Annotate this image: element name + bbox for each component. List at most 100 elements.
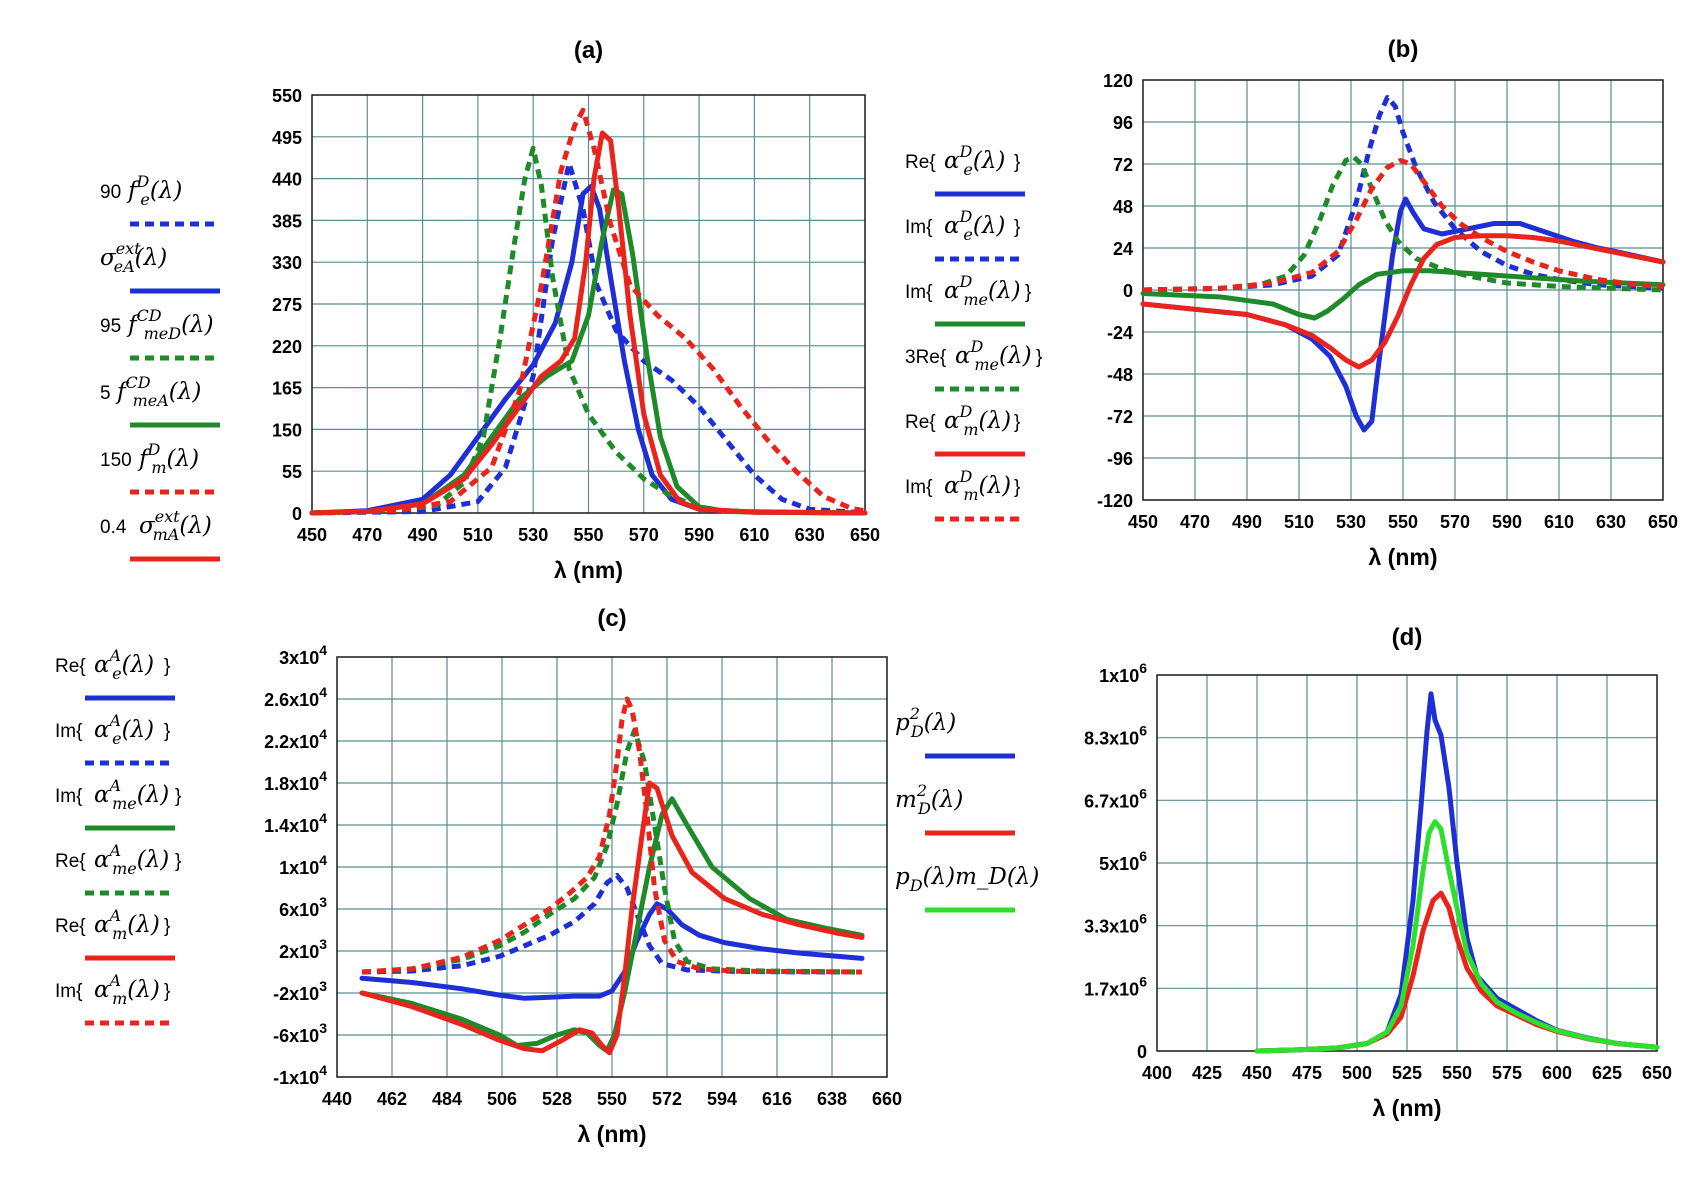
legend-entry: Im{αD me(λ)}: [905, 272, 1031, 327]
y-tick-label: -120: [1097, 491, 1133, 511]
y-tick-label: -48: [1107, 365, 1133, 385]
series-line: [1140, 233, 1666, 370]
legend-entry: Im{ αD e(λ)}: [905, 207, 1025, 262]
legend-suffix: }: [1014, 217, 1020, 238]
legend-prefix: Im{: [55, 721, 83, 742]
x-tick-label: 575: [1492, 1063, 1522, 1083]
x-tick-label: 484: [432, 1089, 462, 1109]
legend-prefix: Re{: [905, 152, 936, 173]
y-tick-label: 165: [272, 379, 302, 399]
legend-label: αD m(λ): [944, 402, 1011, 439]
x-tick-label: 570: [629, 525, 659, 545]
x-tick-label: 500: [1342, 1063, 1372, 1083]
y-tick-label: 6.7x106: [1084, 785, 1147, 811]
series-line: [311, 107, 866, 516]
x-tick-label: 470: [352, 525, 382, 545]
legend-entry: Im{αA m(λ)}: [55, 971, 175, 1026]
plot-frame: [311, 94, 866, 514]
legend-prefix: 150: [100, 450, 132, 471]
y-tick-label: 8.3x106: [1084, 723, 1147, 749]
legend-prefix: 0.4: [100, 517, 127, 538]
legend-label: m2 D(λ): [895, 781, 963, 818]
legend: p2 D(λ) m2 D(λ) pD(λ)m_D(λ): [895, 704, 1039, 913]
chart-title: (b): [1388, 36, 1419, 63]
legend-entry: Re{αD e(λ)}: [905, 142, 1025, 197]
y-tick-label: -1x104: [273, 1062, 327, 1088]
y-tick-label: 120: [1103, 71, 1133, 91]
x-axis-label: λ (nm): [1369, 544, 1438, 570]
x-tick-label: 470: [1180, 512, 1210, 532]
legend-entry: pD(λ)m_D(λ): [895, 864, 1039, 913]
x-axis-label: λ (nm): [578, 1121, 647, 1147]
legend-prefix: 95: [100, 316, 121, 337]
x-tick-label: 506: [487, 1089, 517, 1109]
y-tick-label: 495: [272, 128, 302, 148]
legend-label: αA me(λ): [94, 841, 169, 878]
series-line: [359, 780, 865, 1056]
series-line: [361, 728, 863, 975]
legend-entry: Re{ αA e(λ)}: [55, 646, 175, 701]
legend-entry: Im{αA me(λ)}: [55, 776, 181, 831]
legend-entry: 90 fD e(λ): [100, 172, 220, 227]
chart-b: (b) 450 470 490 510 530 550 570 590 610 630 650 -120…: [905, 36, 1678, 570]
legend-entry: 150 fD m(λ): [100, 440, 220, 495]
plot-frame: [336, 656, 888, 1078]
legend-prefix: Im{: [905, 217, 933, 238]
y-tick-label: 220: [272, 337, 302, 357]
x-tick-label: 425: [1192, 1063, 1222, 1083]
y-tick-label: 24: [1113, 239, 1133, 259]
y-tick-label: 6x103: [279, 894, 327, 920]
x-tick-label: 490: [1232, 512, 1262, 532]
legend-prefix: Re{: [905, 412, 936, 433]
legend-label: αA m(λ): [94, 906, 160, 943]
x-tick-label: 638: [817, 1089, 847, 1109]
x-tick-label: 530: [518, 525, 548, 545]
y-tick-label: -24: [1107, 323, 1133, 343]
x-tick-label: 450: [1128, 512, 1158, 532]
y-tick-label: 1x106: [1099, 660, 1147, 686]
series-line: [1142, 158, 1664, 293]
legend: 90 fD e(λ) σext eA(λ) 95 fCD meD(λ) 5 fCD meA(λ) 15…: [100, 172, 220, 562]
y-tick-label: 2x103: [279, 936, 327, 962]
x-tick-label: 660: [872, 1089, 902, 1109]
legend-prefix: Im{: [55, 786, 83, 807]
y-tick-label: -2x103: [273, 978, 327, 1004]
x-tick-label: 610: [739, 525, 769, 545]
legend-label: fD e(λ): [126, 172, 182, 209]
legend-prefix: Re{: [55, 656, 86, 677]
legend-label: pD(λ)m_D(λ): [895, 864, 1039, 895]
y-tick-label: 1.4x104: [264, 810, 327, 836]
x-tick-label: 590: [684, 525, 714, 545]
series-line: [311, 145, 866, 516]
legend-suffix: }: [164, 981, 170, 1002]
legend-prefix: Re{: [55, 851, 86, 872]
x-tick-label: 550: [573, 525, 603, 545]
series-group: [1254, 691, 1660, 1054]
y-tick-label: -72: [1107, 407, 1133, 427]
legend-suffix: }: [164, 656, 170, 677]
legend-label: αA e(λ): [94, 646, 154, 683]
legend-entry: 3Re{αD me(λ)}: [905, 337, 1042, 392]
y-tick-label: 150: [272, 420, 302, 440]
x-axis-label: λ (nm): [1373, 1095, 1442, 1121]
legend-label: αD e(λ): [944, 207, 1005, 244]
y-tick-label: 48: [1113, 197, 1133, 217]
y-tick-label: 1.7x106: [1084, 973, 1147, 999]
x-tick-label: 590: [1492, 512, 1522, 532]
y-tick-label: 1.8x104: [264, 768, 327, 794]
y-tick-label: 0: [1137, 1042, 1147, 1062]
chart-title: (c): [597, 605, 626, 632]
x-tick-label: 510: [1284, 512, 1314, 532]
y-tick-label: -6x103: [273, 1020, 327, 1046]
series-line: [1140, 268, 1666, 321]
y-tick-label: 385: [272, 211, 302, 231]
series-line: [361, 696, 863, 975]
series-line: [311, 160, 866, 516]
x-tick-label: 490: [408, 525, 438, 545]
x-axis-label: λ (nm): [554, 557, 623, 583]
series-group: [359, 696, 865, 1056]
legend-prefix: Im{: [905, 477, 933, 498]
legend-label: αA e(λ): [94, 711, 154, 748]
y-tick-label: 0: [1123, 281, 1133, 301]
